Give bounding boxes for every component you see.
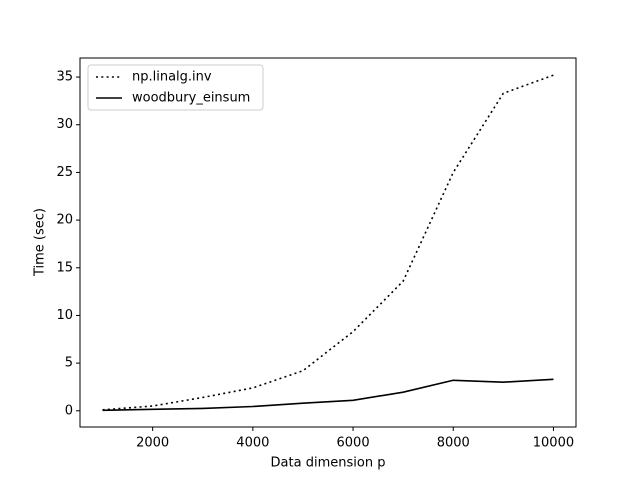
legend-label: woodbury_einsum	[132, 91, 250, 106]
y-tick-label: 5	[65, 356, 73, 371]
axes-frame	[79, 57, 577, 428]
legend-box	[87, 64, 264, 111]
series-line	[102, 74, 554, 411]
x-tick-label: 8000	[437, 436, 470, 451]
y-tick-label: 25	[56, 165, 73, 180]
series-line	[102, 378, 554, 412]
x-axis-label: Data dimension p	[271, 456, 386, 471]
x-tick-label: 2000	[136, 436, 169, 451]
y-tick-label: 20	[56, 213, 73, 228]
x-tick-label: 10000	[533, 436, 574, 451]
legend-label: np.linalg.inv	[132, 70, 212, 85]
x-tick-label: 6000	[337, 436, 370, 451]
y-axis-label: Time (sec)	[33, 208, 48, 277]
x-tick-label: 4000	[236, 436, 269, 451]
y-tick-label: 10	[56, 308, 73, 323]
y-tick-label: 35	[56, 70, 73, 85]
y-tick-label: 0	[65, 403, 73, 418]
y-tick-label: 30	[56, 117, 73, 132]
y-tick-label: 15	[56, 260, 73, 275]
